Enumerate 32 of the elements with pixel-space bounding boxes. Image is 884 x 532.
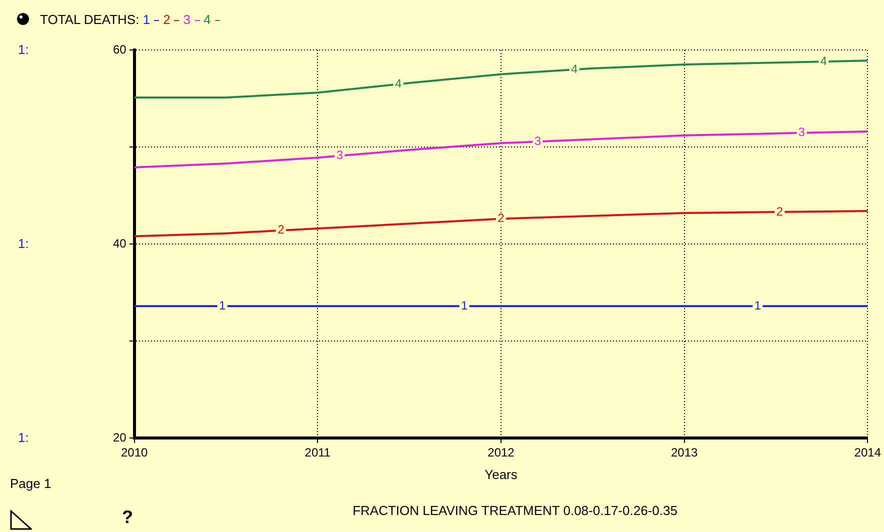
x-tick-label: 2014: [854, 446, 882, 460]
text: 3: [336, 148, 344, 162]
text: 3: [534, 134, 542, 148]
x-tick-label: 2012: [488, 446, 515, 460]
y-tick-label: 60: [112, 42, 127, 56]
text: 1: [754, 298, 761, 312]
legend-label: 4: [204, 12, 212, 27]
legend-label: 1: [142, 12, 152, 27]
text: 1:: [18, 42, 29, 57]
x-tick-label: 2013: [670, 446, 698, 460]
y-tick-label: 40: [112, 236, 127, 250]
text: 1:: [18, 236, 29, 251]
x-tick-label: 2011: [304, 446, 331, 460]
y-tick-label: 20: [112, 430, 127, 444]
text: 3: [798, 125, 805, 140]
legend-label: 2: [163, 12, 172, 27]
x-axis-title: Years: [484, 466, 518, 482]
legend-title: TOTAL DEATHS:: [40, 12, 140, 27]
text: 2: [278, 222, 284, 237]
text: FRACTION LEAVING TREATMENT 0.08-0.17-0.26-0.35: [352, 503, 678, 518]
text: 2: [498, 211, 504, 226]
text: 2: [776, 204, 783, 218]
x-tick-label: 2010: [120, 446, 148, 460]
text: 1:: [18, 430, 29, 445]
text: Page 1: [10, 476, 52, 491]
text: 4: [570, 62, 578, 76]
text: 4: [394, 76, 402, 90]
text: 1: [460, 298, 468, 312]
text: 1: [219, 298, 226, 312]
text: 4: [820, 54, 827, 68]
legend-label: 3: [183, 12, 192, 27]
text: ?: [122, 507, 133, 528]
